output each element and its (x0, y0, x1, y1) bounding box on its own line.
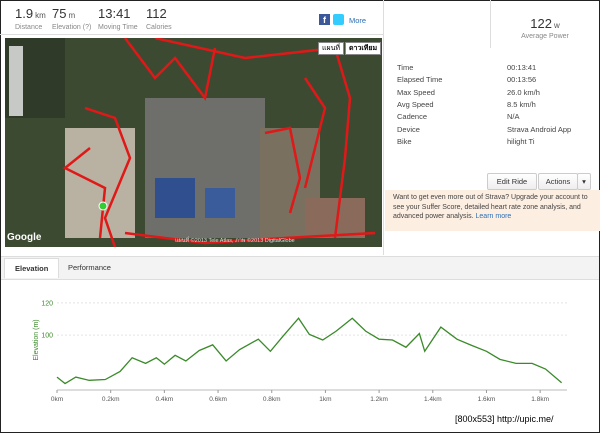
tab-bar (1, 256, 599, 280)
x-tick-label: 0km (51, 396, 63, 403)
map (5, 38, 382, 247)
detail-value: Strava Android App (507, 124, 572, 134)
x-tick-label: 1.2km (370, 396, 388, 403)
stat: 112 Calories (146, 5, 172, 31)
twitter-icon[interactable] (333, 14, 344, 25)
stat-label: Moving Time (98, 24, 138, 31)
stat-unit: km (35, 11, 46, 20)
edit-ride-button[interactable]: Edit Ride (487, 173, 537, 190)
x-tick-label: 1.6km (478, 396, 496, 403)
y-axis-label: Elevation (m) (33, 319, 40, 360)
power: 122 w Average Power (495, 15, 595, 40)
detail-value: 26.0 km/h (507, 87, 540, 97)
stat-value: 112 (146, 6, 167, 21)
stat-value: 13:41 (98, 6, 131, 21)
watermark: [800x553] http://upic.me/ (455, 414, 554, 424)
promo-text: Want to get even more out of Strava? Upg… (393, 194, 588, 220)
google-logo: Google (7, 232, 42, 243)
promo: Want to get even more out of Strava? Upg… (385, 190, 600, 231)
detail-label: Elapsed Time (397, 75, 443, 85)
stat-label: Calories (146, 24, 172, 31)
tab[interactable]: Elevation (4, 258, 60, 278)
actions-caret[interactable]: ▾ (577, 173, 591, 190)
stat-value: 1.9 (15, 6, 34, 21)
detail-label: Cadence (397, 112, 428, 122)
x-tick-label: 1.8km (531, 396, 549, 403)
satellite-button[interactable]: ดาวเทียม (345, 42, 382, 55)
divider (0, 34, 383, 35)
divider (490, 0, 491, 48)
stat-unit: m (68, 11, 76, 20)
detail-value: N/A (507, 112, 520, 122)
stat: 1.9 km Distance (15, 5, 46, 31)
more-link[interactable]: More (349, 16, 367, 25)
detail-value: 00:13:56 (507, 75, 537, 85)
y-tick-label: 100 (41, 333, 53, 340)
detail-label: Time (397, 63, 414, 72)
x-tick-label: 0.6km (209, 396, 227, 403)
power-unit: w (553, 21, 560, 30)
stat-label: Elevation (?) (52, 24, 92, 31)
power-value: 122 (530, 16, 552, 31)
x-tick-label: 0.2km (102, 396, 120, 403)
detail-label: Avg Speed (397, 99, 434, 109)
map-button[interactable]: แผนที่ (318, 42, 345, 55)
divider (383, 0, 384, 255)
power-label: Average Power (521, 33, 569, 40)
detail-label: Max Speed (397, 87, 435, 97)
facebook-icon[interactable]: f (319, 14, 330, 25)
stat: 13:41 Moving Time (98, 5, 138, 31)
detail-label: Device (397, 124, 420, 134)
x-tick-label: 1.4km (424, 396, 442, 403)
detail-label: Bike (397, 136, 412, 146)
elevation-line (56, 317, 563, 385)
x-tick-label: 0.8km (263, 396, 281, 403)
x-tick-label: 1km (319, 396, 331, 403)
learn-more-link[interactable]: Learn more (475, 213, 512, 220)
map-copyright: แผนที่ ©2013 Tele Atlas, ภาพ ©2013 Digit… (175, 238, 295, 244)
tab[interactable]: Performance (68, 263, 111, 272)
detail-value: 00:13:41 (507, 63, 537, 72)
x-tick-label: 0.4km (156, 396, 174, 403)
detail-value: 8.5 km/h (507, 99, 536, 109)
stat-value: 75 (52, 6, 67, 21)
y-tick-label: 120 (41, 300, 53, 307)
detail-value: hilight Ti (507, 136, 535, 146)
stat-label: Distance (15, 24, 43, 31)
stat: 75 m Elevation (?) (52, 5, 91, 31)
actions-button[interactable]: Actions (538, 173, 578, 190)
elevation-chart: 100 120 0km 0.2km 0.4km 0.6km 0.8km 1km 1.2km 1.4… (33, 300, 567, 403)
